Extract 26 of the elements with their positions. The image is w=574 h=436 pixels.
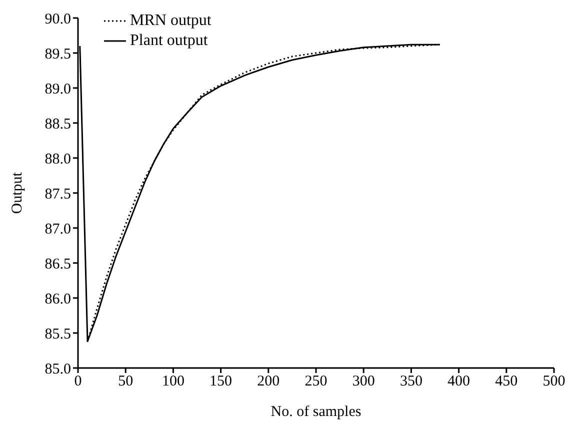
y-tick-label: 86.5 xyxy=(44,256,71,272)
legend-label: MRN output xyxy=(130,12,212,30)
y-tick-label: 85.0 xyxy=(44,361,71,378)
x-tick-label: 100 xyxy=(162,374,184,390)
x-tick-label: 450 xyxy=(495,374,518,390)
x-tick-label: 500 xyxy=(542,374,566,390)
x-tick-label: 200 xyxy=(257,374,280,390)
y-tick-label: 87.0 xyxy=(44,221,71,238)
x-tick-label: 0 xyxy=(74,374,82,390)
y-axis-title: Output xyxy=(9,171,26,214)
x-tick-label: 250 xyxy=(304,374,328,390)
y-tick-label: 88.0 xyxy=(44,151,71,168)
x-tick-label: 50 xyxy=(118,374,134,390)
y-tick-label: 89.5 xyxy=(44,46,71,62)
y-tick-label: 89.0 xyxy=(44,81,71,98)
y-tick-label: 90.0 xyxy=(44,11,71,28)
x-tick-label: 150 xyxy=(210,374,232,390)
x-tick-label: 400 xyxy=(448,374,470,390)
x-tick-label: 350 xyxy=(400,374,422,390)
y-tick-label: 86.0 xyxy=(44,291,71,308)
x-axis-title: No. of samples xyxy=(270,404,362,420)
legend-label: Plant output xyxy=(130,32,208,50)
y-tick-label: 87.5 xyxy=(44,186,71,202)
y-tick-label: 85.5 xyxy=(44,326,71,342)
y-tick-label: 88.5 xyxy=(44,116,71,132)
x-tick-label: 300 xyxy=(352,374,375,390)
